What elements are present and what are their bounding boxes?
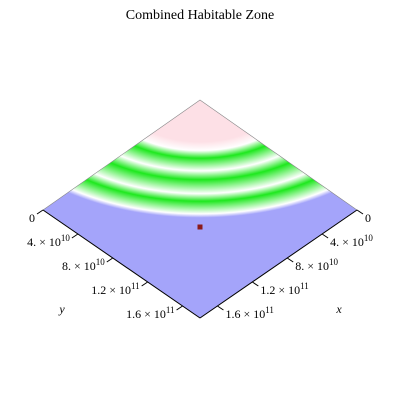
x-axis-label: x — [335, 302, 342, 316]
chart-title: Combined Habitable Zone — [126, 8, 275, 23]
x-tick-mark — [356, 209, 364, 215]
y-tick-mark — [36, 209, 44, 215]
x-axis-line — [199, 209, 358, 319]
x-axis: 0 4. × 1010 8. × 1010 1.2 × 1011 1.6 × 1011 — [199, 209, 373, 321]
y-tick-mark — [71, 233, 79, 239]
y-tick-label: 8. × 1010 — [62, 257, 105, 273]
x-tick-label: 4. × 1010 — [330, 233, 373, 249]
x-tick-mark — [252, 281, 259, 287]
x-tick-mark — [321, 233, 329, 239]
y-axis-label: y — [58, 302, 65, 316]
x-tick-label: 8. × 1010 — [295, 257, 338, 273]
marker-dot — [197, 224, 203, 230]
x-tick-mark — [286, 257, 294, 263]
y-tick-label: 1.2 × 1011 — [91, 281, 139, 297]
y-tick-mark — [141, 281, 148, 287]
y-tick-mark — [106, 257, 114, 263]
y-tick-label: 4. × 1010 — [27, 233, 70, 249]
x-tick-label: 1.6 × 1011 — [225, 305, 273, 321]
x-tick-label: 1.2 × 1011 — [260, 281, 308, 297]
y-tick-label: 1.6 × 1011 — [126, 305, 174, 321]
y-tick-mark — [176, 305, 183, 311]
x-tick-label: 0 — [365, 211, 371, 225]
heatmap-surface — [43, 100, 357, 318]
y-tick-label: 0 — [29, 211, 35, 225]
y-axis: 0 4. × 1010 8. × 1010 1.2 × 1011 1.6 × 1011 — [27, 209, 201, 321]
y-axis-line — [42, 209, 201, 319]
x-tick-mark — [217, 305, 224, 311]
star-marker — [197, 224, 203, 230]
